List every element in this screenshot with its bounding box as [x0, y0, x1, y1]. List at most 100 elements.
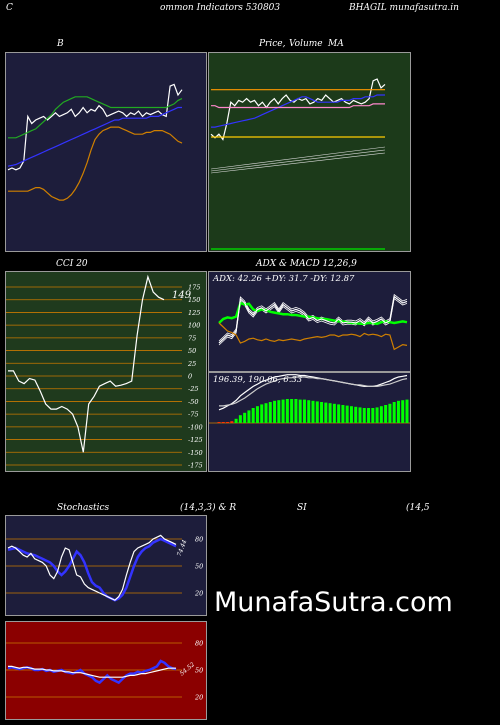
rsi-level-label: 20 — [194, 694, 203, 702]
rsi-line-1 — [8, 665, 176, 678]
rsi-panel: 80 50 20 54.52 — [5, 621, 207, 720]
price-title-c: MA — [328, 39, 344, 49]
macd-readout: 196.39, 190.06, 6.33 — [213, 375, 303, 385]
adx-chart — [218, 293, 408, 351]
rsi-title-b: (14,5 — [406, 503, 430, 513]
macd-histogram-bar — [320, 402, 324, 423]
header-middle: ommon Indicators 530803 — [160, 3, 281, 13]
macd-histogram-bar — [247, 410, 251, 423]
stoch-level-label: 20 — [194, 590, 203, 598]
cci-level-label: -25 — [188, 385, 198, 393]
macd-histogram-bar — [384, 405, 388, 423]
bollinger-panel — [5, 52, 207, 252]
macd-histogram-bar — [226, 422, 230, 423]
macd-histogram-bar — [337, 404, 341, 423]
macd-histogram-bar — [311, 400, 315, 423]
macd-histogram-bar — [405, 399, 409, 423]
price-title-b: Volume — [289, 39, 323, 49]
adx-line-2 — [218, 322, 408, 351]
stoch-value-label: 74.44 — [176, 539, 189, 558]
price-line-3 — [211, 103, 385, 109]
macd-histogram-bar — [238, 415, 242, 423]
macd-histogram-bar — [328, 403, 332, 423]
adx-title: ADX & MACD 12,26,9 — [256, 259, 357, 269]
rsi-level-label: 50 — [195, 667, 203, 675]
macd-histogram-bar — [260, 404, 264, 423]
cci-level-label: 75 — [188, 334, 196, 342]
cci-level-label: -50 — [188, 398, 198, 406]
cci-level-label: -100 — [188, 423, 203, 431]
stoch-title-a: Stochastics — [57, 503, 110, 513]
stoch-title-b: (14,3,3) & R — [180, 503, 237, 513]
macd-histogram-bar — [264, 403, 268, 423]
macd-histogram-bar — [302, 399, 306, 423]
macd-histogram-bar — [255, 406, 259, 423]
macd-histogram-bar — [230, 421, 234, 423]
macd-histogram-bar — [358, 407, 362, 423]
stochastics-panel: 80 50 20 74.44 — [5, 515, 207, 616]
rsi-title-a: SI — [297, 503, 307, 513]
cci-level-label: 150 — [188, 296, 200, 304]
price-chart — [210, 78, 386, 250]
macd-histogram-bar — [345, 405, 349, 423]
macd-histogram-bar — [379, 406, 383, 423]
price-ma-line-0 — [210, 152, 386, 174]
macd-histogram-bar — [362, 408, 366, 423]
bollinger-title: B — [57, 39, 64, 49]
macd-histogram-bar — [401, 400, 405, 423]
macd-histogram-bar — [375, 407, 379, 423]
cci-value-label: 149 — [172, 290, 192, 301]
cci-level-label: 175 — [188, 284, 200, 292]
stoch-level-label: 50 — [195, 563, 203, 571]
bollinger-line-3 — [8, 126, 183, 201]
bollinger-line-2 — [8, 96, 183, 139]
bollinger-line-0 — [7, 83, 183, 171]
macd-histogram-bar — [268, 402, 272, 423]
cci-level-label: 0 — [188, 373, 192, 381]
price-ma-line-1 — [210, 149, 386, 172]
adx-panel — [208, 271, 411, 372]
macd-histogram-bar — [349, 406, 353, 423]
header-left: C — [6, 3, 13, 13]
cci-line-0 — [8, 274, 165, 453]
cci-level-label: -150 — [188, 449, 203, 457]
brand-watermark: MunafaSutra.com — [214, 587, 453, 618]
bollinger-line-1 — [7, 106, 182, 167]
macd-histogram-bar — [221, 422, 225, 423]
adx-line-1 — [218, 295, 408, 344]
macd-panel — [208, 372, 411, 472]
macd-histogram-bar — [396, 400, 400, 423]
macd-histogram-bar — [234, 418, 238, 423]
macd-histogram-bar — [273, 400, 277, 423]
macd-histogram-bar — [243, 412, 247, 423]
stoch-line-0 — [7, 537, 177, 602]
macd-histogram-bar — [251, 408, 255, 423]
cci-level-label: 25 — [187, 360, 196, 368]
macd-histogram-bar — [298, 399, 302, 423]
cci-title: CCI 20 — [56, 259, 88, 269]
macd-histogram-bar — [392, 402, 396, 423]
cci-level-label: 125 — [188, 309, 200, 317]
rsi-value-label: 54.52 — [178, 661, 196, 678]
macd-histogram-bar — [315, 401, 319, 423]
macd-histogram-bar — [290, 399, 294, 423]
stochastics-chart: 80 50 20 74.44 — [6, 534, 203, 602]
macd-histogram-bar — [217, 422, 221, 423]
price-ma-line-2 — [210, 146, 386, 170]
rsi-line-0 — [7, 659, 177, 685]
cci-level-label: -75 — [188, 411, 198, 419]
cci-level-label: 100 — [188, 322, 200, 330]
cci-panel: 175 150 125 100 75 50 25 0 -25 -50 -75 -100 -125 -150… — [5, 271, 207, 472]
cci-level-label: -125 — [188, 436, 203, 444]
macd-histogram-bar — [388, 403, 392, 423]
rsi-level-label: 80 — [195, 640, 203, 648]
macd-histogram-bar — [332, 403, 336, 423]
macd-histogram-bar — [277, 400, 281, 423]
adx-di-line-1 — [218, 293, 408, 342]
macd-chart — [209, 374, 410, 424]
price-title-a: Price, — [259, 39, 286, 49]
price-line-1 — [211, 94, 385, 128]
rsi-chart: 80 50 20 54.52 — [6, 640, 203, 702]
header-right: BHAGIL munafasutra.in — [349, 3, 459, 13]
price-line-0 — [210, 78, 386, 141]
